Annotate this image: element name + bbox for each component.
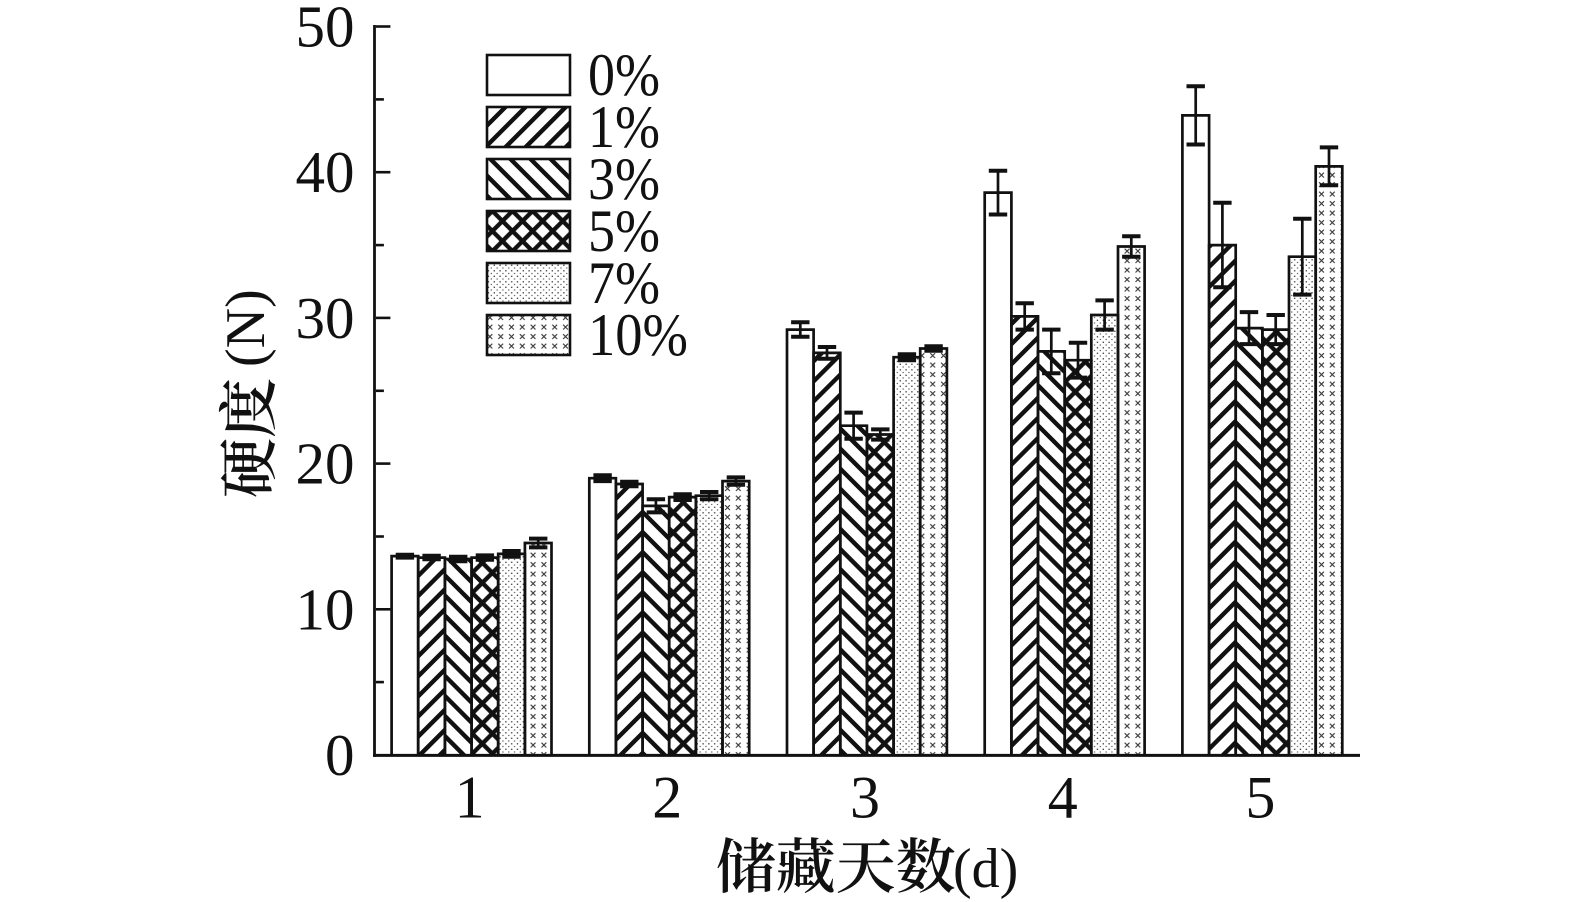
svg-text:(d): (d) xyxy=(953,838,1018,900)
svg-text:10%: 10% xyxy=(588,302,688,368)
svg-text:40: 40 xyxy=(296,139,355,205)
svg-text:(N): (N) xyxy=(215,289,277,367)
svg-text:30: 30 xyxy=(296,285,355,351)
svg-text:10: 10 xyxy=(296,576,355,642)
svg-text:0: 0 xyxy=(325,722,355,788)
svg-text:1: 1 xyxy=(455,765,485,831)
svg-text:20: 20 xyxy=(296,431,355,497)
svg-text:0%: 0% xyxy=(588,42,660,108)
svg-text:3: 3 xyxy=(850,765,880,831)
svg-text:3%: 3% xyxy=(588,146,660,212)
svg-text:4: 4 xyxy=(1048,765,1078,831)
svg-text:50: 50 xyxy=(296,0,355,60)
svg-text:1%: 1% xyxy=(588,94,660,160)
svg-text:7%: 7% xyxy=(588,250,660,316)
svg-text:5%: 5% xyxy=(588,198,660,264)
svg-text:5: 5 xyxy=(1245,765,1275,831)
svg-text:2: 2 xyxy=(652,765,682,831)
